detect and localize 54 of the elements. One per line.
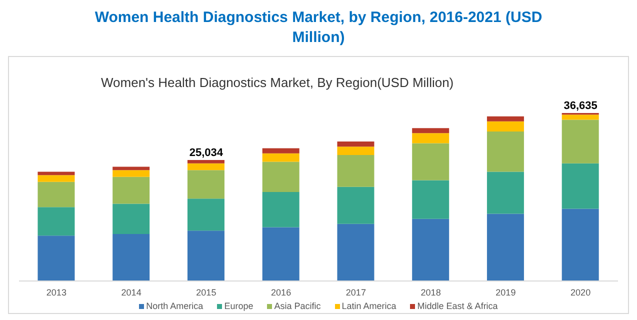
bar [187,198,224,231]
annotation: 25,034 [189,147,224,160]
x-tick-label: 2017 [346,287,366,298]
x-tick-label: 2014 [121,287,142,298]
bar [337,142,374,147]
chart-title: Women Health Diagnostics Market, by Region, 2016-2021 (USD Million) [94,8,544,48]
bar [262,153,300,162]
x-tick-label: 2019 [496,287,516,298]
bar [562,208,599,281]
bar [38,207,75,236]
legend-label: North America [145,301,204,311]
annotation: 36,635 [564,100,598,112]
bar [112,234,150,281]
bar [187,163,224,170]
bar [187,170,224,199]
chart-subtitle: Women's Health Diagnostics Market, By Region(USD Million) [101,75,454,90]
legend-label: Middle East & Africa [416,301,498,311]
bar [187,160,224,164]
bar [412,128,450,134]
bar [486,121,524,132]
bar [337,224,374,281]
bar [562,120,599,164]
bar [337,155,374,187]
bar [412,133,450,144]
bar [486,214,524,281]
bar [262,192,300,228]
bar [38,236,75,281]
bar [112,204,150,234]
bar [562,114,599,120]
x-tick-label: 2015 [196,287,216,298]
bar [38,182,75,208]
legend-label: Europe [223,301,254,311]
legend-label: Latin America [340,301,396,311]
bar [412,218,450,281]
legend-label: Asia Pacific [273,301,321,311]
x-tick-label: 2018 [420,287,441,298]
bar [486,172,524,214]
bar [486,116,524,122]
bar [112,170,150,177]
bar [412,180,450,219]
bar [262,148,300,154]
bar [112,176,150,204]
x-tick-label: 2020 [570,287,591,298]
x-tick-label: 2013 [46,287,66,298]
bar [262,162,300,192]
bar [187,230,224,281]
bar [562,163,599,209]
bar [337,146,374,155]
bar [262,227,300,281]
bar [412,143,450,180]
bar [337,186,374,224]
bar [486,131,524,172]
bar [38,175,75,182]
x-tick-label: 2016 [271,287,292,298]
